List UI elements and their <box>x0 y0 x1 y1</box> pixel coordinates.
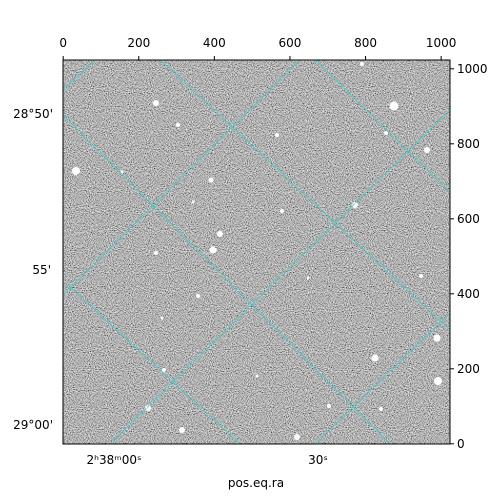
axes-frame <box>62 59 451 445</box>
wcs-y-label: 55' <box>32 263 51 277</box>
grid-line <box>63 114 391 444</box>
x-tick-label: 1000 <box>426 36 457 50</box>
sky-image <box>63 60 450 444</box>
wcs-y-label: 28°50' <box>13 107 53 121</box>
y-tick-label: 1000 <box>457 62 488 76</box>
grid-line <box>63 60 301 296</box>
grid-line <box>67 284 241 444</box>
stars <box>72 62 442 440</box>
y-tick-label: 400 <box>457 287 480 301</box>
x-tick-label: 400 <box>203 36 226 50</box>
y-tick-label: 600 <box>457 212 480 226</box>
y-tick-label: 0 <box>457 437 465 451</box>
wcs-x-label: 30ˢ <box>308 453 328 467</box>
grid-line <box>109 109 450 444</box>
y-tick-label: 200 <box>457 362 480 376</box>
wcs-grid <box>63 60 450 444</box>
grid-line <box>314 60 450 193</box>
wcs-y-label: 29°00' <box>13 418 53 432</box>
x-axis-label: pos.eq.ra <box>228 476 284 490</box>
x-tick-label: 200 <box>127 36 150 50</box>
y-tick-label: 800 <box>457 137 480 151</box>
x-tick-label: 800 <box>354 36 377 50</box>
wcs-x-label: 2ʰ38ᵐ00ˢ <box>87 453 142 467</box>
x-tick-label: 0 <box>59 36 67 50</box>
grid-line <box>159 60 450 331</box>
grid-line <box>63 60 96 91</box>
x-tick-label: 600 <box>278 36 301 50</box>
grid-line <box>314 312 450 444</box>
